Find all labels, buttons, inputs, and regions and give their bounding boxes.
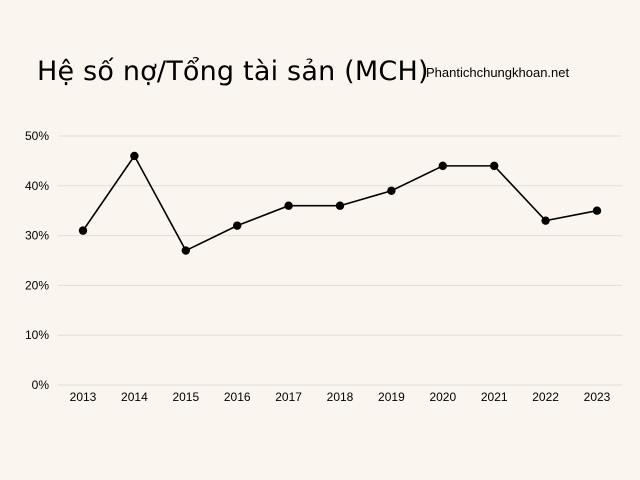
y-axis-tick-labels: 0% 10% 20% 30% 40% 50% — [25, 129, 49, 392]
y-tick-label: 30% — [25, 229, 49, 243]
x-tick-label: 2014 — [121, 390, 148, 404]
y-tick-label: 40% — [25, 179, 49, 193]
y-tick-label: 0% — [32, 378, 50, 392]
data-point — [181, 246, 190, 255]
x-tick-label: 2016 — [224, 390, 251, 404]
x-tick-label: 2017 — [275, 390, 302, 404]
chart-title: Hệ số nợ/Tổng tài sản (MCH) — [37, 56, 429, 87]
data-point — [592, 206, 602, 215]
data-point — [78, 226, 88, 235]
x-tick-label: 2022 — [532, 390, 559, 404]
data-point — [490, 161, 499, 171]
x-tick-label: 2020 — [429, 390, 456, 404]
data-points — [78, 151, 602, 255]
y-tick-label: 10% — [25, 328, 49, 342]
data-point — [284, 201, 293, 210]
x-tick-label: 2021 — [481, 390, 508, 404]
x-tick-label: 2019 — [378, 390, 405, 404]
x-tick-label: 2018 — [327, 390, 354, 404]
data-point — [130, 151, 139, 161]
x-tick-label: 2015 — [172, 390, 199, 404]
y-tick-label: 20% — [25, 278, 49, 292]
y-tick-label: 50% — [25, 129, 49, 143]
source-label: Phantichchungkhoan.net — [426, 65, 570, 80]
data-point — [438, 161, 447, 171]
x-tick-label: 2013 — [70, 390, 97, 404]
data-point — [387, 186, 396, 195]
x-axis-tick-labels: 2013 2014 2015 2016 2017 2018 2019 2020 2021 2022… — [70, 390, 611, 404]
x-tick-label: 2023 — [584, 390, 611, 404]
data-point — [233, 221, 242, 230]
grid-lines — [58, 135, 622, 386]
data-point — [541, 216, 550, 225]
data-point — [335, 201, 345, 210]
